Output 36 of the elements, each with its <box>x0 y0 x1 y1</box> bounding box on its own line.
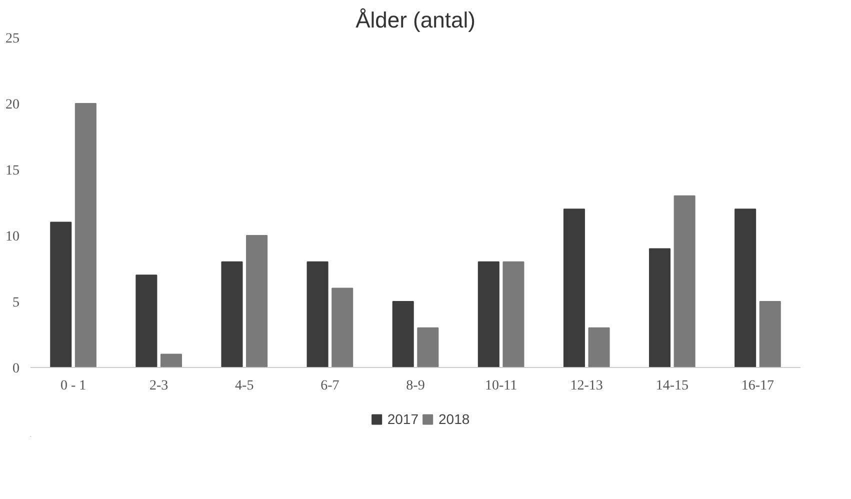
bar <box>160 354 182 368</box>
chart-title: Ålder (antal) <box>356 8 476 32</box>
y-tick-label: 0 <box>12 362 20 376</box>
bar <box>563 208 585 368</box>
x-tick-label: 14-15 <box>656 378 689 394</box>
x-tick-label: 0 - 1 <box>60 378 86 394</box>
x-tick-label: 8-9 <box>406 378 425 394</box>
bar <box>74 103 96 368</box>
y-tick-label: 5 <box>12 296 20 310</box>
y-tick-label: 10 <box>6 230 20 244</box>
bar <box>734 208 756 368</box>
bar <box>588 327 610 368</box>
x-tick-label: 6-7 <box>320 378 340 394</box>
legend-label: 2018 <box>438 410 470 426</box>
x-tick-label: 2-3 <box>150 378 168 394</box>
bar <box>136 274 158 368</box>
x-tick-label: 10-11 <box>484 378 518 394</box>
x-tick-label: 4-5 <box>235 378 254 394</box>
bar <box>246 235 268 368</box>
bar <box>502 261 524 368</box>
bar <box>392 301 414 368</box>
bar <box>648 248 671 368</box>
bar <box>417 327 439 368</box>
bar <box>478 261 500 368</box>
bar <box>50 222 72 368</box>
bar <box>759 301 781 368</box>
y-tick-label: 15 <box>6 164 20 178</box>
y-tick-label: 25 <box>6 32 20 46</box>
y-tick-label: 20 <box>6 98 20 112</box>
bar <box>332 288 354 368</box>
bar <box>674 195 696 368</box>
bar <box>306 261 328 368</box>
x-tick-label: 16-17 <box>741 378 774 394</box>
x-tick-label: 12-13 <box>570 378 603 394</box>
legend-label: 2017 <box>387 410 418 426</box>
bar <box>221 261 243 368</box>
